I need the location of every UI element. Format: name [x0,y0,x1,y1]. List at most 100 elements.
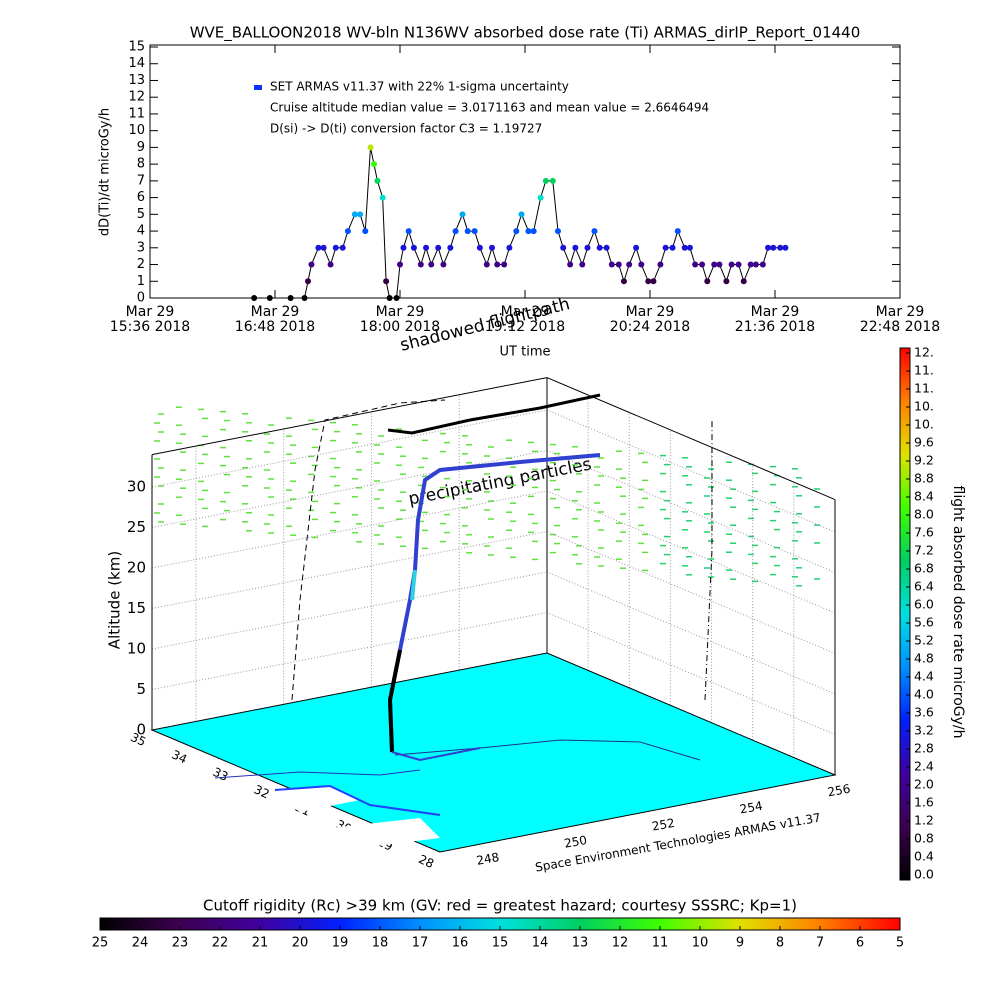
contour [394,739,701,761]
data-point [669,244,676,251]
colorbar-tick-label: 5.2 [914,633,934,648]
y-tick-label: 9 [137,140,145,155]
data-point [549,177,556,184]
data-point [711,261,718,268]
data-point [704,278,711,285]
data-point [367,144,374,151]
data-point [657,261,664,268]
x-tick-label: Mar 29 16:48 2018 [234,304,316,335]
colorbar-tick-label: 0.0 [914,867,934,882]
data-point [603,244,610,251]
lat-tick-label: 28 [416,852,436,871]
colorbar-tick-label: 6.0 [914,597,934,612]
data-point [530,228,537,235]
box-edge [546,377,836,501]
data-point [579,261,586,268]
data-point [608,261,615,268]
data-point [584,244,591,251]
floor-gap [330,818,440,848]
y-axis-label: dD(Ti)/dt microGy/h [98,108,113,236]
data-point [386,295,393,301]
colorbar-tick-label: 9.2 [914,453,934,468]
y-tick-label: 13 [128,73,145,88]
data-point [542,177,549,184]
data-point [410,244,417,251]
data-point [674,228,681,235]
colorbar-title: flight absorbed dose rate microGy/h [950,486,966,739]
data-point [525,228,532,235]
data-point [459,211,466,218]
data-point [518,211,525,218]
flight-path [387,649,402,753]
data-point [506,244,513,251]
data-point [513,228,520,235]
grid-line [546,531,836,654]
colorbar-tick-label: 24 [132,936,149,951]
x-tick-label: Mar 29 19:12 2018 [484,304,566,335]
data-point [770,244,777,251]
y-tick-label: 4 [137,224,145,239]
colorbar-tick-label: 9.6 [914,435,934,450]
colorbar-tick-label: 3.6 [914,705,934,720]
colorbar-tick-label: 8.0 [914,507,934,522]
y-tick-label: 2 [137,257,145,272]
data-point [374,177,381,184]
data-point [554,228,561,235]
data-point [344,228,351,235]
flight-path [410,569,417,601]
y-tick-label: 0 [137,291,145,306]
z-tick-label: 25 [127,518,146,536]
data-point [620,278,627,285]
data-point [501,261,508,268]
y-tick-label: 5 [137,207,145,222]
data-point [615,261,622,268]
data-point [626,261,633,268]
colorbar-tick-label: 16 [452,936,469,951]
data-point [428,261,435,268]
data-point [650,278,657,285]
data-point [560,244,567,251]
grid-line [546,612,836,735]
grid-line [151,409,548,488]
lat-tick-label: 32 [252,782,272,801]
data-point [320,244,327,251]
x-tick-label: Mar 29 22:48 2018 [859,304,941,335]
z-tick-label: 30 [127,478,146,496]
data-point [728,261,735,268]
colorbar [899,347,911,881]
y-tick-label: 3 [137,240,145,255]
x-axis-label: UT time [500,345,551,360]
colorbar-tick-label: 20 [292,936,309,951]
lat-tick-label: 35 [128,730,148,749]
legend-text: SET ARMAS v11.37 with 22% 1-sigma uncert… [270,80,569,94]
grid-line [151,490,548,569]
data-point [633,244,640,251]
colorbar-tick-label: 10. [914,399,934,414]
z-tick-label: 10 [127,640,146,658]
data-point [287,295,294,301]
colorbar-tick-label: 12 [612,936,629,951]
data-point [638,261,645,268]
grid-line [151,571,548,650]
data-point [735,261,742,268]
data-point [332,244,339,251]
y-tick-label: 7 [137,173,145,188]
colorbar-tick-label: 0.8 [914,831,934,846]
floor [150,652,837,853]
y-tick-label: 12 [128,90,145,105]
colorbar-tick-label: 15 [492,936,509,951]
data-point [266,295,273,301]
data-point [417,261,424,268]
lat-tick-label: 34 [169,747,189,766]
data-point [572,244,579,251]
data-point [440,261,447,268]
data-point [304,278,311,285]
y-tick-label: 11 [128,106,145,121]
colorbar-tick-label: 23 [172,936,189,951]
colorbar-tick-label: 8.8 [914,471,934,486]
colorbar-tick-label: 4.0 [914,687,934,702]
y-tick-label: 15 [128,40,145,55]
data-point [400,244,407,251]
colorbar-tick-label: 8 [776,936,784,951]
